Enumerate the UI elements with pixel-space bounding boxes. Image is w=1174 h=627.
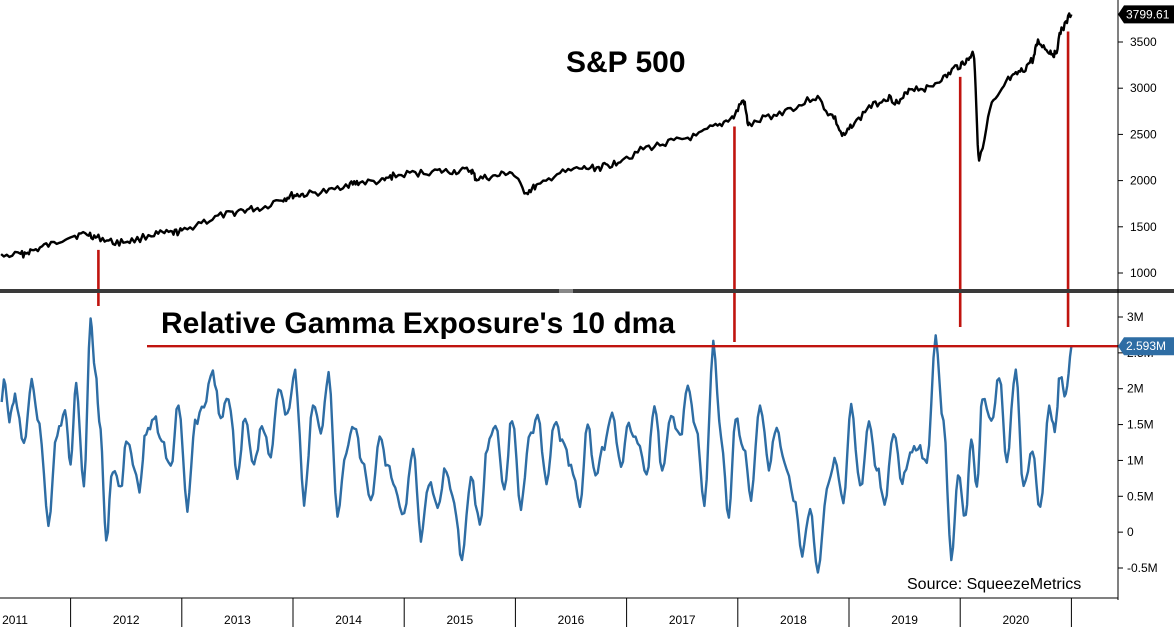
spx-last-value-label: 3799.61 xyxy=(1126,7,1170,21)
gamma-series-line xyxy=(0,317,1073,574)
spx-last-value-tag: 3799.61 xyxy=(1118,5,1174,24)
spx-ytick-label: 1000 xyxy=(1130,266,1157,280)
x-tick-label: 2013 xyxy=(224,613,251,627)
spx-series-line xyxy=(0,12,1073,259)
gamma-ytick-label: 0.5M xyxy=(1127,489,1154,503)
gamma-last-value-label: 2.593M xyxy=(1126,339,1166,353)
gamma-last-value-bg xyxy=(1118,337,1174,356)
gamma-ytick-label: 2M xyxy=(1127,382,1144,396)
spx-ytick-label: 1500 xyxy=(1130,220,1157,234)
gamma-ytick-label: 1M xyxy=(1127,453,1144,467)
spx-ytick-label: 2500 xyxy=(1130,127,1157,141)
gamma-ytick-label: -0.5M xyxy=(1127,561,1158,575)
x-tick-label: 2016 xyxy=(558,613,585,627)
x-tick-label: 2020 xyxy=(1002,613,1029,627)
x-tick-label: 2015 xyxy=(446,613,473,627)
x-tick-label: 2014 xyxy=(335,613,362,627)
x-tick-label: 2018 xyxy=(780,613,807,627)
spx-last-value-bg xyxy=(1118,5,1174,24)
gamma-last-value-tag: 2.593M xyxy=(1118,337,1174,356)
spx-title: S&P 500 xyxy=(566,46,686,79)
spx-ytick-label: 3000 xyxy=(1130,81,1157,95)
gamma-ytick-label: 1.5M xyxy=(1127,418,1154,432)
gamma-ytick-label: 3M xyxy=(1127,310,1144,324)
x-tick-label: 2011 xyxy=(2,613,28,627)
source-note: Source: SqueezeMetrics xyxy=(907,576,1081,593)
spx-ytick-label: 2000 xyxy=(1130,174,1157,188)
panel-divider xyxy=(0,289,1174,293)
panel-splitter-handle xyxy=(559,289,573,293)
spx-panel xyxy=(0,12,1073,259)
x-tick-label: 2017 xyxy=(669,613,696,627)
x-tick-label: 2019 xyxy=(891,613,918,627)
gamma-panel xyxy=(0,317,1073,574)
gamma-ytick-label: 0 xyxy=(1127,525,1134,539)
gamma-title: Relative Gamma Exposure's 10 dma xyxy=(161,307,675,340)
peak-markers xyxy=(97,31,1118,348)
x-tick-label: 2012 xyxy=(113,613,140,627)
spx-ytick-label: 3500 xyxy=(1130,35,1157,49)
